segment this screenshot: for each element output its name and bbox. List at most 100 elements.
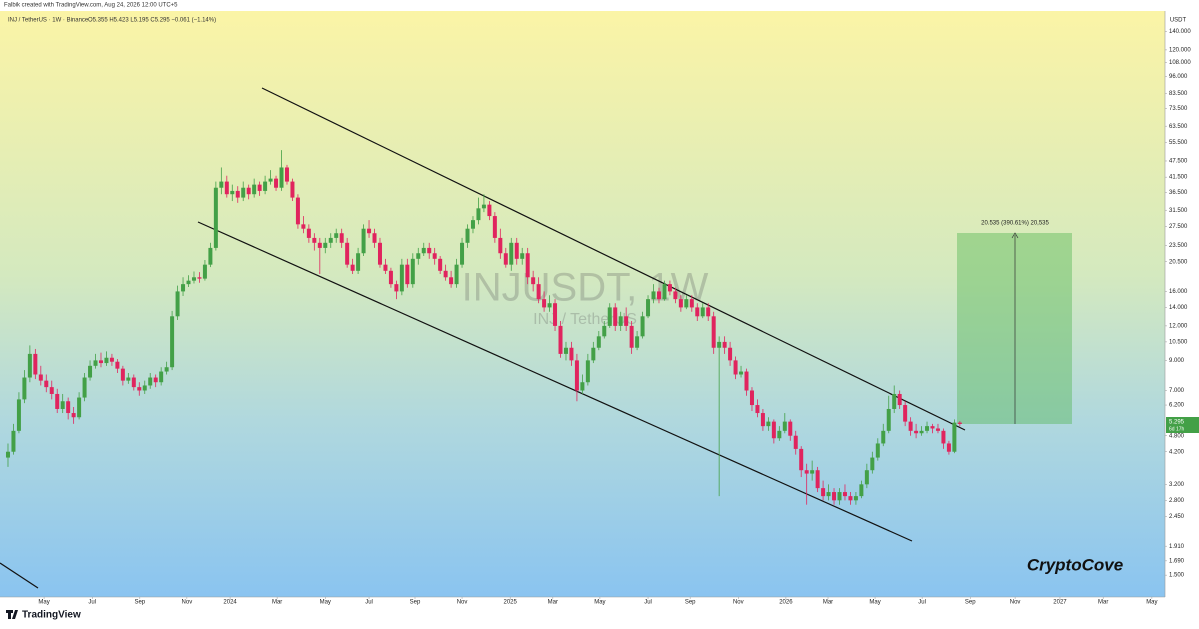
candle-body	[60, 401, 65, 409]
candle-body	[646, 299, 651, 317]
candle-body	[908, 421, 913, 431]
candle-body	[252, 184, 257, 195]
candle-body	[788, 421, 793, 436]
candle-body	[246, 187, 251, 195]
candle-body	[164, 367, 169, 372]
candle-body	[760, 413, 765, 427]
candle-body	[574, 360, 579, 391]
candle-body	[941, 430, 946, 444]
candle-body	[624, 316, 629, 326]
candle-body	[77, 397, 82, 418]
x-tick-label: May	[38, 600, 49, 606]
last-price: 5.295	[1169, 420, 1185, 426]
measure-box	[957, 233, 1072, 424]
candle-body	[739, 371, 744, 375]
candle-body	[618, 316, 623, 326]
y-tick-label: 10.500	[1169, 339, 1188, 345]
candle-body	[470, 220, 475, 229]
candle-body	[170, 316, 175, 368]
y-tick-label: 63.500	[1169, 124, 1188, 130]
candle-body	[208, 247, 213, 265]
candle-body	[547, 303, 552, 308]
candle-body	[744, 371, 749, 391]
x-tick-label: Sep	[685, 600, 696, 606]
y-tick-label: 7.000	[1169, 388, 1185, 394]
candle-body	[842, 492, 847, 497]
candle-body	[16, 399, 21, 431]
candle-body	[5, 451, 10, 458]
logo-mark	[6, 610, 18, 619]
candle-body	[410, 258, 415, 285]
candle-body	[952, 422, 957, 452]
candle-body	[498, 237, 503, 254]
y-tick-label: 27.500	[1169, 224, 1188, 230]
candle-body	[367, 228, 372, 234]
candle-body	[651, 291, 656, 300]
y-tick-label: 47.500	[1169, 159, 1188, 165]
candle-body	[935, 428, 940, 431]
y-tick-label: 96.000	[1169, 74, 1188, 80]
candle-body	[323, 242, 328, 248]
candle-body	[399, 264, 404, 292]
candle-body	[120, 368, 125, 381]
candle-body	[667, 284, 672, 292]
candle-body	[388, 270, 393, 285]
y-tick-label: 73.500	[1169, 106, 1188, 112]
candle-body	[460, 242, 465, 265]
candle-body	[109, 357, 114, 362]
candle-body	[514, 242, 519, 259]
y-tick-label: 55.500	[1169, 140, 1188, 146]
candle-body	[137, 387, 142, 391]
candle-body	[864, 470, 869, 485]
candle-body	[771, 421, 776, 439]
x-tick-label: 2025	[504, 600, 518, 606]
candle-body	[487, 204, 492, 217]
candle-body	[580, 382, 585, 391]
candle-body	[224, 181, 229, 195]
x-tick-label: 2026	[779, 600, 793, 606]
candle-body	[181, 284, 186, 292]
candle-body	[202, 264, 207, 279]
candle-body	[49, 387, 54, 394]
candle-body	[290, 181, 295, 198]
x-tick-label: Nov	[733, 600, 744, 606]
x-tick-label: Nov	[457, 600, 468, 606]
candle-body	[826, 492, 831, 497]
candle-body	[241, 187, 246, 198]
legend-ohlc: O5.355 H5.423 L5.195 C5.295 −0.061 (−1.1…	[88, 18, 216, 24]
x-tick-label: Nov	[1010, 600, 1021, 606]
candle-body	[635, 336, 640, 348]
candle-body	[148, 377, 153, 386]
candle-body	[481, 204, 486, 209]
candle-body	[377, 242, 382, 265]
candle-body	[268, 178, 273, 182]
candle-body	[919, 430, 924, 434]
candle-body	[837, 492, 842, 501]
candle-body	[443, 270, 448, 278]
candle-body	[93, 360, 98, 366]
x-tick-label: May	[320, 600, 331, 606]
candle-body	[728, 347, 733, 361]
candle-body	[722, 341, 727, 348]
candle-body	[799, 448, 804, 471]
measure-label: 20.535 (390.61%) 20,535	[981, 221, 1049, 227]
candle-body	[755, 405, 760, 414]
candle-body	[191, 277, 196, 281]
candle-body	[383, 264, 388, 271]
candle-body	[33, 353, 38, 375]
x-tick-label: Mar	[272, 600, 282, 606]
candle-body	[875, 443, 880, 458]
y-axis: 140.000 120.000 108.000 96.000 83.500 73.500 6…	[1165, 29, 1191, 579]
credit: Falbik created with TradingView.com, Aug…	[4, 3, 178, 9]
candle-body	[848, 496, 853, 501]
candles	[5, 150, 962, 505]
candle-body	[536, 284, 541, 300]
x-tick-label: Sep	[965, 600, 976, 606]
candle-body	[700, 307, 705, 317]
candle-body	[881, 430, 886, 444]
candle-body	[454, 264, 459, 285]
candle-body	[449, 277, 454, 285]
y-tick-label: 140.000	[1169, 29, 1191, 35]
watermark-symbol: INJUSDT, 1W	[462, 266, 709, 310]
